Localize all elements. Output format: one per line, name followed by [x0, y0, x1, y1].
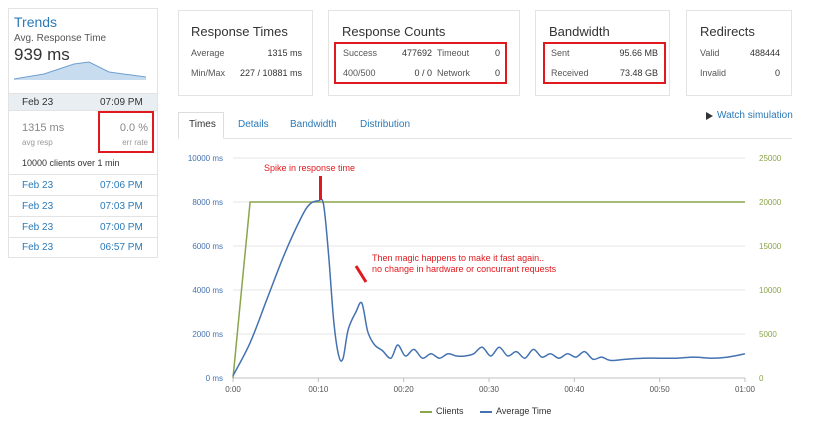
trend-sparkline	[14, 61, 146, 80]
err-rate-value: 0.0 %	[119, 122, 148, 134]
invalid-label: Invalid	[700, 68, 727, 78]
history-time[interactable]: 07:00 PM	[100, 222, 143, 233]
response-counts-title: Response Counts	[342, 24, 446, 39]
received-value: 73.48 GB	[619, 68, 658, 78]
magic-marker	[354, 265, 368, 283]
x-tick-label: 01:00	[735, 385, 756, 394]
success-label: Success	[343, 48, 378, 58]
y-right-tick-label: 0	[759, 374, 764, 383]
x-tick-label: 00:50	[650, 385, 671, 394]
y-right-tick-label: 20000	[759, 198, 782, 207]
timeout-label: Timeout	[437, 48, 470, 58]
valid-value: 488444	[749, 48, 780, 58]
avg-resp-value: 1315 ms	[22, 122, 65, 134]
y-left-tick-label: 10000 ms	[188, 154, 223, 163]
y-right-tick-label: 15000	[759, 242, 782, 251]
response-counts-card	[328, 10, 520, 96]
y-left-tick-label: 6000 ms	[192, 242, 223, 251]
avg-response-value: 939 ms	[14, 45, 70, 64]
avg-response-label: Avg. Response Time	[14, 33, 107, 44]
tab-details[interactable]: Details	[238, 119, 269, 130]
response-times-card	[178, 10, 313, 96]
errors-value: 0 / 0	[414, 68, 432, 78]
series-line-clients	[232, 201, 745, 379]
y-left-tick-label: 0 ms	[206, 374, 223, 383]
x-tick-label: 0:00	[225, 385, 241, 394]
tab-times[interactable]	[178, 112, 224, 139]
x-tick-label: 00:40	[564, 385, 585, 394]
network-label: Network	[437, 68, 471, 78]
response-time-chart: 0 ms 2000 ms 4000 ms 6000 ms 8000 ms 10000 ms…	[188, 154, 782, 394]
y-right-tick-label: 5000	[759, 330, 777, 339]
y-right-tick-label: 10000	[759, 286, 782, 295]
minmax-label: Min/Max	[191, 68, 226, 78]
selected-run-row[interactable]	[9, 93, 157, 111]
trends-title: Trends	[14, 14, 58, 30]
err-rate-highlight	[98, 111, 154, 153]
y-left-tick-label: 8000 ms	[192, 198, 223, 207]
legend-avg-swatch	[480, 411, 492, 413]
history-date[interactable]: Feb 23	[22, 201, 54, 212]
legend-average-time[interactable]: Average Time	[496, 406, 552, 416]
bandwidth-highlight	[543, 42, 666, 84]
history-date[interactable]: Feb 23	[22, 180, 54, 191]
y-right-tick-label: 25000	[759, 154, 782, 163]
x-tick-label: 00:20	[394, 385, 415, 394]
legend-clients-swatch	[420, 411, 432, 413]
response-times-title: Response Times	[191, 24, 288, 39]
watch-simulation-link[interactable]: Watch simulation	[717, 110, 793, 121]
legend-clients[interactable]: Clients	[436, 406, 464, 416]
magic-annotation-line2: no change in hardware or concurrant requ…	[372, 264, 557, 274]
tab-bar	[178, 138, 792, 139]
history-date[interactable]: Feb 23	[22, 242, 54, 253]
redirects-card	[686, 10, 792, 96]
history-time[interactable]: 06:57 PM	[100, 242, 143, 253]
err-rate-label: err rate	[122, 138, 148, 147]
average-value: 1315 ms	[267, 48, 302, 58]
counts-highlight	[334, 42, 507, 84]
invalid-value: 0	[774, 68, 780, 78]
history-time[interactable]: 07:03 PM	[100, 201, 143, 212]
avg-resp-label: avg resp	[22, 138, 53, 147]
history-time[interactable]: 07:06 PM	[100, 180, 143, 191]
errors-label: 400/500	[343, 68, 376, 78]
redirects-title: Redirects	[700, 24, 755, 39]
spike-annotation: Spike in response time	[264, 163, 355, 173]
x-tick-label: 00:30	[479, 385, 500, 394]
clients-summary: 10000 clients over 1 min	[22, 158, 120, 168]
sent-label: Sent	[551, 48, 570, 58]
tab-distribution[interactable]: Distribution	[360, 119, 411, 130]
timeout-value: 0	[494, 48, 500, 58]
divider	[9, 174, 157, 175]
y-left-tick-label: 4000 ms	[192, 286, 223, 295]
sent-value: 95.66 MB	[619, 48, 658, 58]
success-value: 477692	[401, 48, 432, 58]
history-date[interactable]: Feb 23	[22, 222, 54, 233]
average-label: Average	[191, 48, 225, 58]
tab-times-label[interactable]: Times	[189, 119, 216, 130]
network-value: 0	[494, 68, 500, 78]
received-label: Received	[551, 68, 589, 78]
tab-bandwidth[interactable]: Bandwidth	[290, 119, 337, 130]
divider	[9, 237, 157, 238]
y-left-tick-label: 2000 ms	[192, 330, 223, 339]
magic-annotation-line1: Then magic happens to make it fast again…	[372, 253, 544, 263]
selected-run-time: 07:09 PM	[100, 97, 143, 108]
valid-label: Valid	[700, 48, 720, 58]
bandwidth-card	[535, 10, 670, 96]
series-line-average-time	[232, 198, 746, 377]
bandwidth-title: Bandwidth	[549, 24, 610, 39]
x-tick-label: 00:10	[308, 385, 329, 394]
spike-marker	[319, 176, 322, 200]
divider	[9, 195, 157, 196]
divider	[9, 216, 157, 217]
selected-run-date: Feb 23	[22, 97, 54, 108]
play-icon[interactable]	[706, 112, 713, 120]
minmax-value: 227 / 10881 ms	[239, 68, 302, 78]
